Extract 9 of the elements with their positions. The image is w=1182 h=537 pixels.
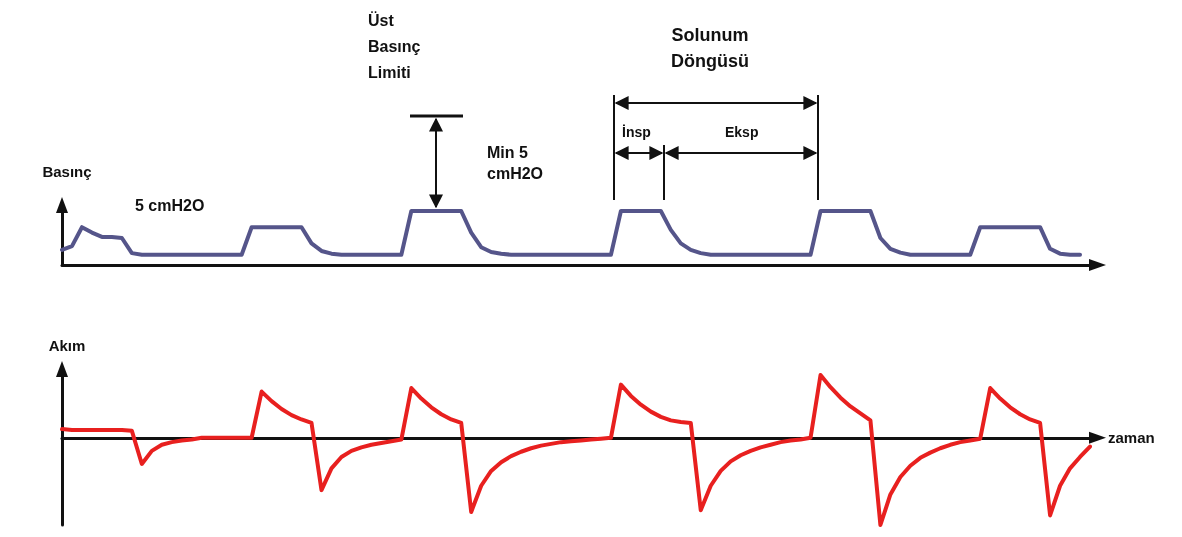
text: Solunum Döngüsü xyxy=(670,24,750,73)
y-axis-title: Akım xyxy=(48,337,86,354)
annotation: 5 cmH2O xyxy=(135,196,205,216)
text: Min 5 cmH2O xyxy=(487,143,545,184)
x-axis-title: zaman xyxy=(1108,429,1155,447)
y-axis-title: Basınç xyxy=(42,163,92,180)
text: Eksp xyxy=(725,123,759,142)
text: Üst Basınç Limiti xyxy=(368,10,422,83)
text: İnsp xyxy=(622,123,651,142)
